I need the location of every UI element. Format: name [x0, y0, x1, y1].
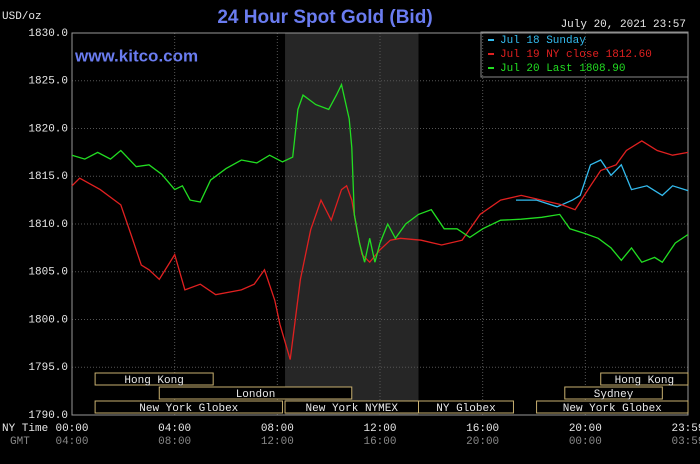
price-line: [71, 140, 689, 360]
session-label: Hong Kong: [124, 375, 183, 387]
timestamp: July 20, 2021 23:57: [561, 19, 686, 31]
plot-frame: [71, 32, 689, 416]
session-label: NY Globex: [436, 403, 496, 415]
x-tick-label: 12:00: [363, 423, 396, 435]
y-tick-label: 1805.0: [28, 267, 68, 279]
chart-title: 24 Hour Spot Gold (Bid): [217, 7, 432, 28]
y-tick-label: 1825.0: [28, 76, 68, 88]
price-line: [71, 82, 689, 264]
session-box: [536, 400, 689, 414]
session-box: [418, 400, 514, 414]
session-box: [94, 372, 214, 386]
x-tick-label: 04:00: [158, 423, 191, 435]
y-tick-label: 1815.0: [28, 171, 68, 183]
x2-tick-label: 08:00: [158, 436, 191, 448]
y-tick-label: 1800.0: [28, 314, 68, 326]
y-tick-label: 1810.0: [28, 219, 68, 231]
session-label: London: [236, 389, 276, 401]
legend-box: [480, 31, 689, 78]
y-tick-label: 1830.0: [28, 28, 68, 40]
website: www.kitco.com: [74, 46, 198, 65]
legend-label: Jul 18 Sunday: [500, 35, 586, 47]
x-tick-label: 08:00: [261, 423, 294, 435]
x-tick-label: 16:00: [466, 423, 499, 435]
x-tick-label: 20:00: [569, 423, 602, 435]
session-label: Hong Kong: [615, 375, 674, 387]
legend-label: Jul 19 NY close 1812.60: [500, 49, 652, 61]
x2-tick-label: 16:00: [363, 436, 396, 448]
x-tick-label: 23:59: [671, 423, 700, 435]
x2-tick-label: 03:59: [671, 436, 700, 448]
session-box: [600, 372, 689, 386]
session-label: New York Globex: [563, 403, 662, 415]
x2-tick-label: 04:00: [55, 436, 88, 448]
y-unit: USD/oz: [2, 11, 42, 23]
x-row-label: NY Time: [2, 423, 48, 435]
y-tick-label: 1790.0: [28, 410, 68, 422]
session-label: New York Globex: [139, 403, 238, 415]
x2-tick-label: 20:00: [466, 436, 499, 448]
legend-label: Jul 20 Last 1808.90: [500, 63, 625, 75]
session-box: [564, 386, 663, 400]
session-label: New York NYMEX: [306, 403, 399, 415]
x2-tick-label: 00:00: [569, 436, 602, 448]
price-line: [516, 159, 689, 208]
session-box: [158, 386, 353, 400]
y-tick-label: 1795.0: [28, 362, 68, 374]
x-tick-label: 00:00: [55, 423, 88, 435]
session-label: Sydney: [594, 389, 634, 401]
session-box: [94, 400, 283, 414]
x2-tick-label: 12:00: [261, 436, 294, 448]
y-tick-label: 1820.0: [28, 123, 68, 135]
x2-row-label: GMT: [10, 436, 30, 448]
